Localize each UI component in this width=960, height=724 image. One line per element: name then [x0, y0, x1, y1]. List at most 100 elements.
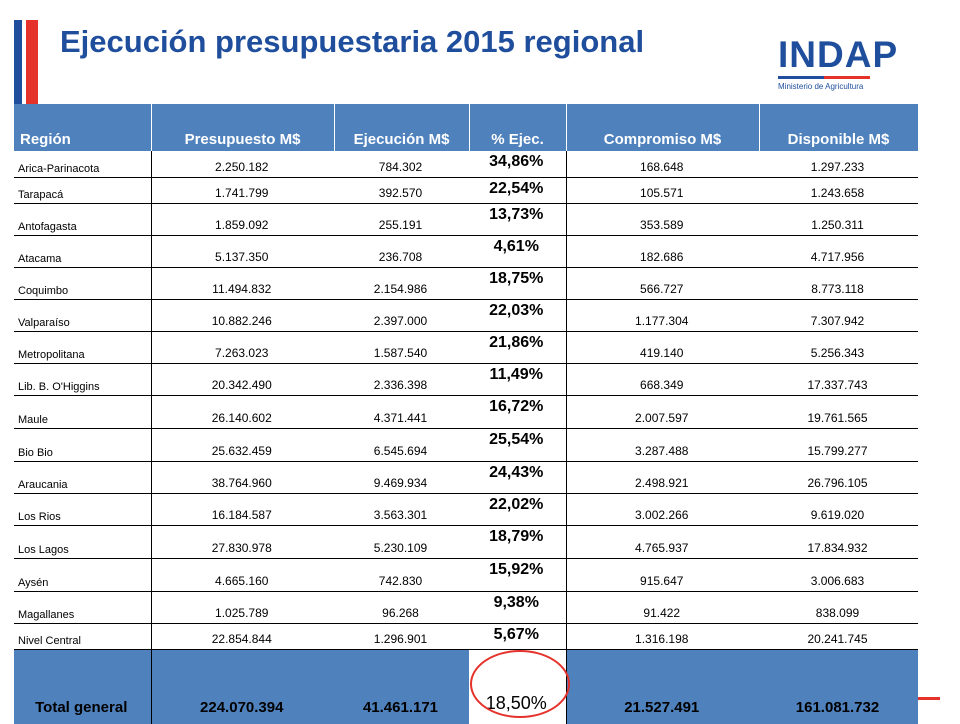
table-row: Aysén 4.665.160 742.830 15,92% 915.647 3.006.… — [14, 558, 918, 592]
cell-presupuesto: 5.137.350 — [150, 235, 334, 268]
cell-ejecucion: 4.371.441 — [334, 395, 469, 429]
column-header-region: Región — [14, 104, 152, 151]
indap-logo: INDAP Ministerio de Agricultura — [778, 34, 899, 96]
cell-disponible: 19.761.565 — [759, 395, 918, 429]
cell-pct-ejec: 21,86% — [469, 331, 566, 364]
cell-pct-ejec: 15,92% — [469, 558, 566, 592]
table-row: Magallanes 1.025.789 96.268 9,38% 91.422 838.… — [14, 591, 918, 624]
cell-ejecucion: 392.570 — [334, 177, 469, 204]
cell-compromiso: 105.571 — [565, 177, 759, 204]
cell-presupuesto: 26.140.602 — [150, 395, 334, 429]
cell-ejecucion: 2.154.986 — [334, 267, 469, 300]
table-row: Arica-Parinacota 2.250.182 784.302 34,86% 16… — [14, 151, 918, 178]
cell-compromiso: 2.007.597 — [565, 395, 759, 429]
cell-disponible: 4.717.956 — [759, 235, 918, 268]
cell-ejecucion: 742.830 — [334, 558, 469, 592]
table-row: Los Rios 16.184.587 3.563.301 22,02% 3.002.2… — [14, 493, 918, 526]
cell-region: Metropolitana — [14, 331, 151, 364]
cell-pct-ejec: 24,43% — [469, 461, 566, 494]
cell-presupuesto: 4.665.160 — [150, 558, 334, 592]
cell-presupuesto: 1.859.092 — [150, 203, 334, 236]
cell-pct-ejec: 5,67% — [469, 623, 566, 650]
cell-disponible: 7.307.942 — [759, 299, 918, 332]
cell-ejecucion: 2.397.000 — [334, 299, 469, 332]
highlight-circle — [470, 650, 570, 718]
table-row: Los Lagos 27.830.978 5.230.109 18,79% 4.765.… — [14, 525, 918, 559]
cell-pct-ejec: 22,54% — [469, 177, 566, 204]
cell-compromiso: 168.648 — [565, 151, 759, 178]
cell-disponible: 26.796.105 — [759, 461, 918, 494]
cell-ejecucion: 96.268 — [334, 591, 469, 624]
total-cell-ejecucion: 41.461.171 — [334, 649, 469, 724]
cell-disponible: 3.006.683 — [759, 558, 918, 592]
cell-ejecucion: 255.191 — [334, 203, 469, 236]
cell-presupuesto: 2.250.182 — [150, 151, 334, 178]
cell-ejecucion: 3.563.301 — [334, 493, 469, 526]
table-row: Coquimbo 11.494.832 2.154.986 18,75% 566.727… — [14, 267, 918, 300]
cell-ejecucion: 9.469.934 — [334, 461, 469, 494]
cell-compromiso: 1.177.304 — [565, 299, 759, 332]
cell-pct-ejec: 13,73% — [469, 203, 566, 236]
budget-table: Región Presupuesto M$ Ejecución M$% Ejec. C… — [14, 104, 919, 724]
cell-compromiso: 915.647 — [565, 558, 759, 592]
cell-pct-ejec: 22,03% — [469, 299, 566, 332]
cell-pct-ejec: 34,86% — [469, 151, 566, 178]
page-title: Ejecución presupuestaria 2015 regional — [60, 24, 645, 59]
table-row: Lib. B. O'Higgins 20.342.490 2.336.398 11,4… — [14, 363, 918, 396]
cell-pct-ejec: 22,02% — [469, 493, 566, 526]
cell-ejecucion: 784.302 — [334, 151, 469, 178]
cell-region: Aysén — [14, 558, 151, 592]
cell-compromiso: 566.727 — [565, 267, 759, 300]
cell-presupuesto: 20.342.490 — [150, 363, 334, 396]
cell-compromiso: 419.140 — [565, 331, 759, 364]
table-row: Nivel Central 22.854.844 1.296.901 5,67% 1.3… — [14, 623, 918, 650]
cell-region: Coquimbo — [14, 267, 151, 300]
cell-ejecucion: 236.708 — [334, 235, 469, 268]
cell-pct-ejec: 11,49% — [469, 363, 566, 396]
column-header-presupuesto: Presupuesto M$ — [151, 104, 335, 151]
logo-wordmark: INDAP — [778, 34, 899, 75]
cell-presupuesto: 38.764.960 — [150, 461, 334, 494]
cell-compromiso: 668.349 — [565, 363, 759, 396]
footer-accent-line — [918, 697, 940, 700]
cell-ejecucion: 5.230.109 — [334, 525, 469, 559]
cell-disponible: 8.773.118 — [759, 267, 918, 300]
cell-region: Nivel Central — [14, 623, 151, 650]
cell-pct-ejec: 25,54% — [469, 428, 566, 462]
cell-compromiso: 182.686 — [565, 235, 759, 268]
cell-compromiso: 4.765.937 — [565, 525, 759, 559]
cell-compromiso: 91.422 — [565, 591, 759, 624]
cell-ejecucion: 1.296.901 — [334, 623, 469, 650]
column-header-disponible: Disponible M$ — [759, 104, 919, 151]
total-cell-disponible: 161.081.732 — [759, 649, 918, 724]
cell-disponible: 5.256.343 — [759, 331, 918, 364]
total-cell-region: Total general — [14, 649, 151, 724]
total-row: Total general 224.070.394 41.461.171 18,50%… — [14, 649, 918, 724]
cell-ejecucion: 6.545.694 — [334, 428, 469, 462]
table-row: Metropolitana 7.263.023 1.587.540 21,86% 419… — [14, 331, 918, 364]
cell-region: Valparaíso — [14, 299, 151, 332]
cell-compromiso: 1.316.198 — [565, 623, 759, 650]
cell-region: Magallanes — [14, 591, 151, 624]
table-row: Valparaíso 10.882.246 2.397.000 22,03% 1.177… — [14, 299, 918, 332]
cell-region: Los Lagos — [14, 525, 151, 559]
cell-region: Bio Bio — [14, 428, 151, 462]
logo-subtitle: Ministerio de Agricultura — [778, 82, 864, 91]
table-row: Maule 26.140.602 4.371.441 16,72% 2.007.597 1… — [14, 395, 918, 429]
cell-region: Los Rios — [14, 493, 151, 526]
column-header-compromiso: Compromiso M$ — [566, 104, 760, 151]
cell-pct-ejec: 18,75% — [469, 267, 566, 300]
cell-disponible: 1.243.658 — [759, 177, 918, 204]
table-row: Tarapacá 1.741.799 392.570 22,54% 105.571 1.2… — [14, 177, 918, 204]
cell-disponible: 17.834.932 — [759, 525, 918, 559]
cell-presupuesto: 27.830.978 — [150, 525, 334, 559]
accent-bar-blue — [14, 20, 22, 115]
cell-compromiso: 3.002.266 — [565, 493, 759, 526]
cell-presupuesto: 10.882.246 — [150, 299, 334, 332]
column-header-ejecucion: Ejecución M$ — [334, 104, 470, 151]
cell-disponible: 15.799.277 — [759, 428, 918, 462]
cell-pct-ejec: 4,61% — [469, 235, 566, 268]
cell-region: Arica-Parinacota — [14, 151, 151, 178]
cell-region: Maule — [14, 395, 151, 429]
cell-pct-ejec: 16,72% — [469, 395, 566, 429]
